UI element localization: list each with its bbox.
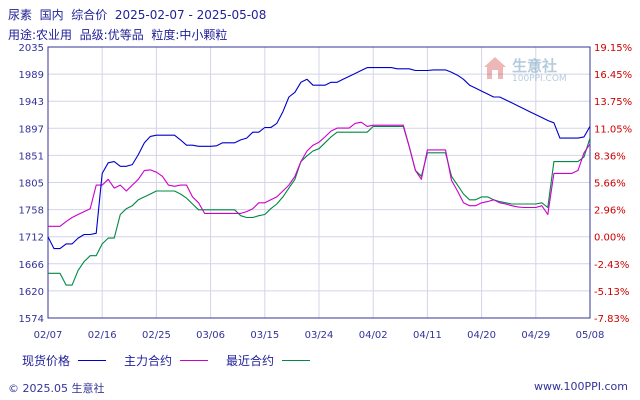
legend-swatch	[282, 359, 311, 361]
y-tick-label-left: 1805	[19, 179, 44, 190]
y-tick-label-right: -7.83%	[594, 314, 629, 325]
x-tick-label: 02/25	[142, 330, 171, 341]
series-line-spot-price	[47, 67, 591, 250]
y-tick-label-left: 1851	[19, 151, 44, 162]
product-spec: 用途:农业用 品级:优等品 粒度:中小颗粒	[8, 28, 228, 42]
y-tick-label-left: 2035	[19, 43, 44, 54]
site-link[interactable]: www.100PPI.com	[534, 380, 628, 393]
y-tick-label-left: 1574	[19, 314, 44, 325]
x-tick-label: 02/07	[34, 330, 63, 341]
y-tick-label-right: 13.75%	[594, 97, 632, 108]
chart-title: 尿素 国内 综合价 2025-02-07 - 2025-05-08	[8, 8, 267, 22]
legend-item-nearest-contract: 最近合约	[226, 352, 311, 369]
legend-swatch	[180, 359, 209, 361]
legend-label: 现货价格	[22, 353, 71, 368]
y-tick-label-right: 0.00%	[594, 233, 626, 244]
x-tick-label: 03/24	[305, 330, 334, 341]
y-tick-label-right: 2.96%	[594, 206, 626, 217]
y-tick-label-left: 1943	[19, 97, 44, 108]
x-tick-label: 05/08	[576, 330, 605, 341]
y-tick-label-left: 1758	[19, 206, 44, 217]
x-tick-label: 02/16	[88, 330, 117, 341]
y-tick-label-left: 1989	[19, 70, 44, 81]
watermark-url: 100PPI.COM	[512, 74, 567, 84]
y-tick-label-left: 1620	[19, 287, 44, 298]
y-tick-label-right: 11.05%	[594, 124, 632, 135]
legend-label: 最近合约	[226, 353, 275, 368]
y-tick-label-right: 16.45%	[594, 70, 632, 81]
x-tick-label: 04/11	[413, 330, 442, 341]
y-tick-label-left: 1666	[19, 260, 44, 271]
chart-legend: 现货价格 主力合约 最近合约	[22, 352, 328, 368]
y-tick-label-right: -5.13%	[594, 287, 629, 298]
x-tick-label: 04/02	[359, 330, 388, 341]
house-logo-icon	[484, 57, 506, 79]
x-tick-label: 04/20	[467, 330, 496, 341]
legend-label: 主力合约	[124, 353, 173, 368]
legend-item-spot: 现货价格	[22, 352, 107, 369]
copyright-text: © 2025.05 生意社	[8, 382, 105, 395]
y-tick-label-left: 1897	[19, 124, 44, 135]
series-line-main-contract	[48, 121, 591, 227]
y-tick-label-right: 8.36%	[594, 151, 626, 162]
plot-frame	[47, 46, 591, 319]
y-tick-label-right: 5.66%	[594, 179, 626, 190]
y-tick-label-right: 19.15%	[594, 43, 632, 54]
legend-swatch	[78, 359, 107, 361]
y-tick-label-right: -2.43%	[594, 260, 629, 271]
series-line-nearest-contract	[48, 125, 591, 286]
y-tick-label-left: 1712	[19, 233, 44, 244]
x-tick-label: 03/15	[250, 330, 279, 341]
legend-item-main-contract: 主力合约	[124, 352, 209, 369]
x-tick-label: 03/06	[196, 330, 225, 341]
x-tick-label: 04/29	[521, 330, 550, 341]
watermark-name: 生意社	[512, 57, 558, 75]
watermark: 生意社 100PPI.COM	[482, 55, 600, 89]
